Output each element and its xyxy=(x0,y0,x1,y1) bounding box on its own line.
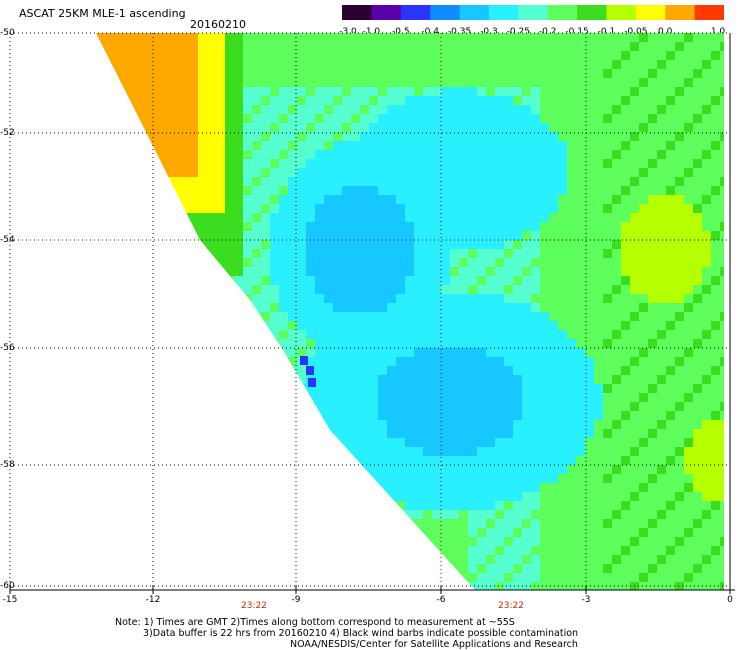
colorbar-label: -0.2 xyxy=(538,27,557,37)
colorbar-label: -0.25 xyxy=(506,27,530,37)
time-label: 23:22 xyxy=(241,601,267,611)
colorbar-swatch xyxy=(371,5,402,20)
colorbar-label: -3.0 xyxy=(339,27,357,37)
lon-label: -3 xyxy=(581,595,591,605)
lat-label: -54 xyxy=(0,235,15,245)
time-label: 23:22 xyxy=(498,601,524,611)
colorbar-swatch xyxy=(606,5,637,20)
note-line-2: 3)Data buffer is 22 hrs from 20160210 4)… xyxy=(143,628,579,639)
colorbar-label: -0.4 xyxy=(421,27,439,37)
lon-label: -15 xyxy=(2,595,18,605)
lon-label: -12 xyxy=(145,595,161,605)
lon-label: 0 xyxy=(727,595,733,605)
lat-label: -56 xyxy=(0,343,15,353)
lat-label: -50 xyxy=(0,28,15,38)
colorbar-label: -0.35 xyxy=(447,27,472,37)
colorbar-swatch xyxy=(635,5,666,20)
colorbar xyxy=(342,5,724,20)
colorbar-swatch xyxy=(400,5,431,20)
colorbar-label: -0.5 xyxy=(391,27,410,37)
product-date: 20160210 xyxy=(190,18,246,31)
colorbar-label: -0.1 xyxy=(597,27,616,37)
colorbar-label: -0.15 xyxy=(565,27,589,37)
colorbar-swatch xyxy=(430,5,461,20)
colorbar-swatch xyxy=(518,5,549,20)
product-title: ASCAT 25KM MLE-1 ascending xyxy=(19,7,186,20)
note-line-3: NOAA/NESDIS/Center for Satellite Applica… xyxy=(290,639,578,650)
colorbar-label: 1.0 xyxy=(710,27,726,37)
colorbar-label: 0.0 xyxy=(658,27,673,37)
colorbar-label: -1.0 xyxy=(362,27,381,37)
colorbar-swatch xyxy=(694,5,724,20)
lat-label: -52 xyxy=(0,128,15,138)
colorbar-label: -0.05 xyxy=(624,27,648,37)
colorbar-swatch xyxy=(547,5,578,20)
note-line-1: Note: 1) Times are GMT 2)Times along bot… xyxy=(115,617,515,628)
colorbar-swatch xyxy=(342,5,372,20)
colorbar-swatch xyxy=(488,5,519,20)
colorbar-swatch xyxy=(459,5,490,20)
colorbar-swatch xyxy=(665,5,696,20)
lon-label: -9 xyxy=(291,595,301,605)
colorbar-label: -0.3 xyxy=(480,27,498,37)
lat-label: -60 xyxy=(0,581,15,591)
lat-label: -58 xyxy=(0,460,15,470)
lon-label: -6 xyxy=(436,595,446,605)
colorbar-swatch xyxy=(577,5,608,20)
